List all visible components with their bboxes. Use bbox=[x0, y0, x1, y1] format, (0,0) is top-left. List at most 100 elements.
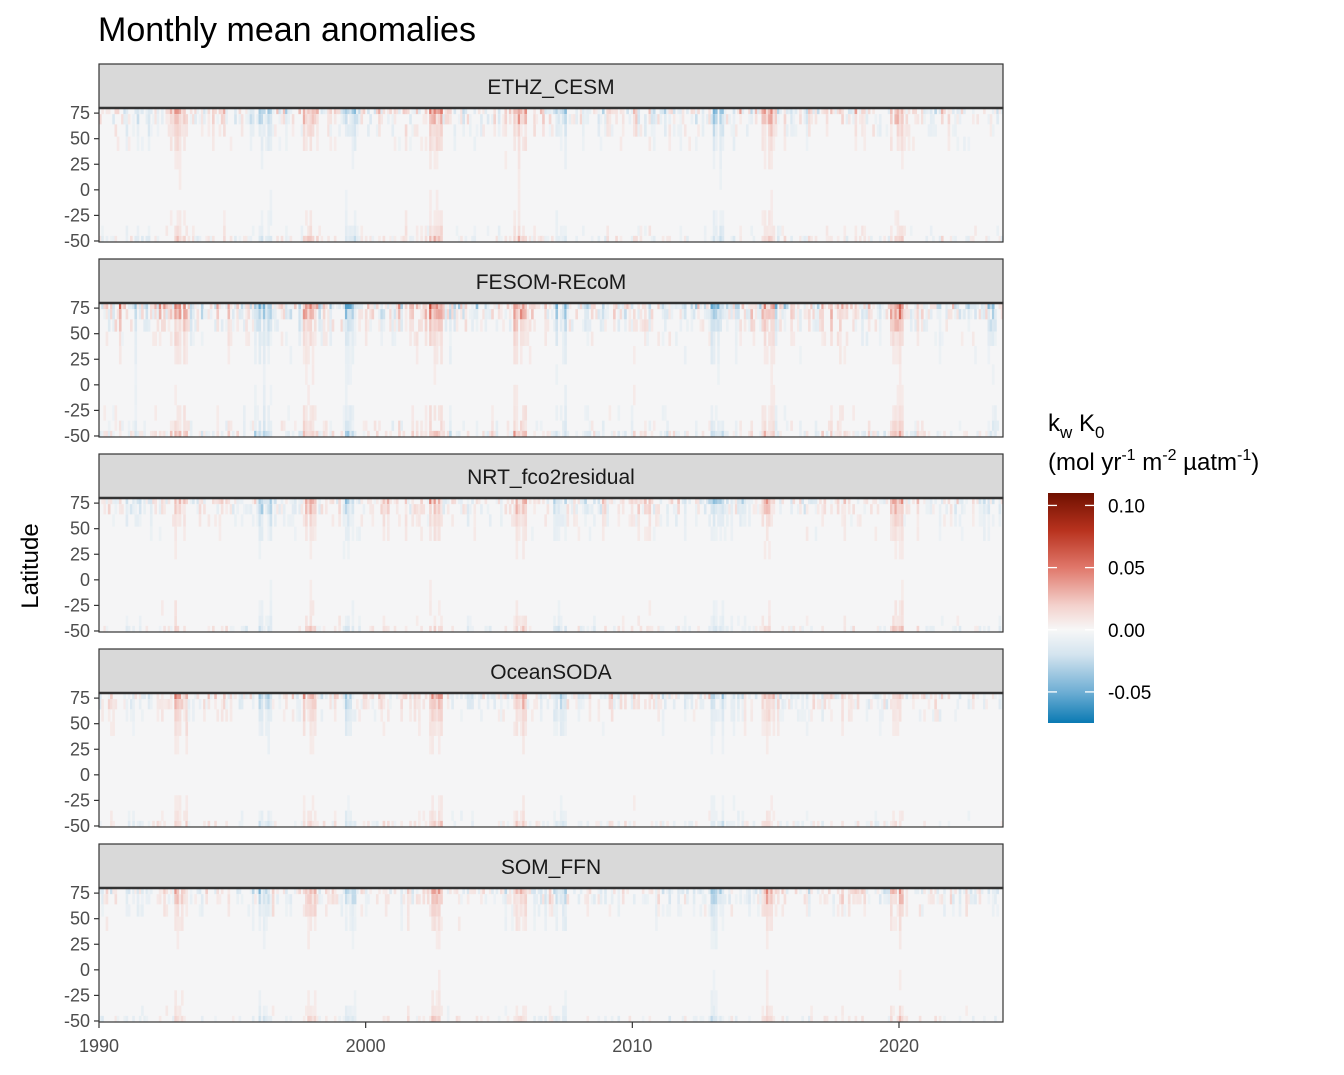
heatmap-cell bbox=[772, 420, 776, 431]
heatmap-cell bbox=[504, 916, 508, 931]
heatmap-cell bbox=[593, 498, 596, 505]
heatmap-cell bbox=[843, 430, 847, 437]
heatmap-cell bbox=[519, 331, 523, 346]
heatmap-cell bbox=[721, 810, 725, 821]
heatmap-cell bbox=[989, 303, 993, 310]
heatmap-cell bbox=[340, 894, 344, 905]
heatmap-cell bbox=[719, 526, 723, 541]
heatmap-cell bbox=[562, 1005, 565, 1016]
heatmap-cell bbox=[890, 108, 893, 115]
heatmap-cell bbox=[901, 124, 904, 137]
heatmap-cell bbox=[267, 345, 271, 365]
heatmap-cell bbox=[522, 540, 525, 560]
heatmap-cell bbox=[118, 303, 122, 310]
heatmap-cell bbox=[431, 894, 434, 905]
heatmap-cell bbox=[814, 420, 818, 431]
heatmap-cell bbox=[449, 430, 452, 437]
heatmap-cell bbox=[360, 514, 364, 527]
heatmap-cell bbox=[814, 235, 818, 242]
heatmap-cell bbox=[954, 124, 957, 137]
heatmap-cell bbox=[830, 709, 833, 722]
heatmap-cell bbox=[178, 225, 182, 236]
heatmap-cell bbox=[816, 303, 820, 310]
heatmap-cell bbox=[613, 693, 616, 700]
heatmap-cell bbox=[761, 709, 765, 722]
heatmap-cell bbox=[225, 108, 228, 115]
heatmap-cell bbox=[318, 309, 321, 320]
heatmap-cell bbox=[200, 430, 204, 437]
heatmap-cell bbox=[843, 345, 847, 365]
heatmap-cell bbox=[522, 309, 525, 320]
heatmap-cell bbox=[890, 235, 893, 242]
heatmap-cell bbox=[440, 405, 443, 421]
heatmap-cell bbox=[730, 625, 734, 632]
heatmap-cell bbox=[768, 721, 771, 736]
heatmap-cell bbox=[655, 699, 658, 710]
heatmap-cell bbox=[564, 504, 567, 515]
heatmap-cell bbox=[307, 1005, 310, 1016]
heatmap-cell bbox=[608, 699, 612, 710]
heatmap-cell bbox=[132, 625, 135, 632]
heatmap-cell bbox=[524, 526, 528, 541]
heatmap-cell bbox=[666, 504, 669, 515]
heatmap-cell bbox=[896, 615, 900, 626]
heatmap-cell bbox=[103, 504, 107, 515]
heatmap-cell bbox=[741, 625, 745, 632]
heatmap-cell bbox=[539, 888, 543, 895]
heatmap-cell bbox=[719, 150, 723, 170]
heatmap-cell bbox=[229, 303, 233, 310]
heatmap-cell bbox=[391, 303, 395, 310]
heatmap-cell bbox=[440, 498, 443, 505]
heatmap-cell bbox=[183, 108, 186, 115]
heatmap-cell bbox=[358, 309, 361, 320]
heatmap-cell bbox=[389, 693, 392, 700]
heatmap-cell bbox=[313, 303, 317, 310]
heatmap-cell bbox=[318, 225, 321, 236]
heatmap-cell bbox=[300, 498, 304, 505]
heatmap-cell bbox=[881, 498, 884, 505]
heatmap-cell bbox=[114, 235, 118, 242]
heatmap-cell bbox=[378, 420, 381, 431]
heatmap-cell bbox=[116, 498, 120, 505]
heatmap-cell bbox=[143, 420, 146, 431]
heatmap-cell bbox=[628, 514, 632, 527]
heatmap-cell bbox=[229, 235, 233, 242]
heatmap-cell bbox=[112, 498, 115, 505]
heatmap-cell bbox=[220, 498, 224, 505]
heatmap-cell bbox=[805, 615, 809, 626]
heatmap-cell bbox=[384, 904, 388, 917]
heatmap-cell bbox=[695, 1015, 698, 1022]
heatmap-cell bbox=[714, 1015, 718, 1022]
heatmap-cell bbox=[318, 888, 321, 895]
heatmap-cell bbox=[617, 625, 621, 632]
heatmap-cell bbox=[564, 699, 567, 710]
heatmap-cell bbox=[692, 888, 696, 895]
heatmap-cell bbox=[515, 108, 519, 115]
heatmap-cell bbox=[770, 693, 773, 700]
heatmap-cell bbox=[495, 693, 499, 700]
heatmap-cell bbox=[243, 420, 246, 431]
heatmap-cell bbox=[628, 309, 632, 320]
heatmap-cell bbox=[429, 150, 432, 170]
heatmap-cell bbox=[418, 693, 421, 700]
heatmap-cell bbox=[517, 210, 521, 226]
heatmap-cell bbox=[723, 526, 727, 541]
heatmap-cell bbox=[360, 309, 364, 320]
heatmap-cell bbox=[240, 309, 244, 320]
heatmap-cell bbox=[765, 345, 769, 365]
heatmap-cell bbox=[624, 303, 627, 310]
heatmap-cell bbox=[763, 820, 767, 827]
heatmap-cell bbox=[289, 345, 293, 365]
heatmap-cell bbox=[708, 498, 711, 505]
heatmap-cell bbox=[768, 405, 771, 421]
heatmap-cell bbox=[200, 124, 204, 137]
heatmap-cell bbox=[466, 504, 470, 515]
heatmap-cell bbox=[245, 693, 248, 700]
heatmap-cell bbox=[712, 1015, 716, 1022]
heatmap-cell bbox=[349, 124, 352, 137]
heatmap-cell bbox=[677, 108, 680, 115]
heatmap-cell bbox=[267, 114, 271, 125]
heatmap-cell bbox=[353, 225, 357, 236]
heatmap-cells bbox=[101, 498, 1004, 632]
heatmap-cell bbox=[865, 498, 869, 505]
